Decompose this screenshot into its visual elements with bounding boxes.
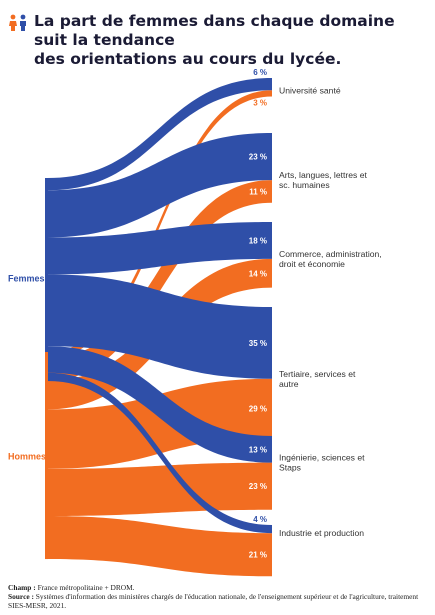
value-label-femmes-6: 4 % — [253, 515, 267, 524]
femmes-flows — [47, 78, 272, 534]
flow-femmes-4 — [47, 274, 272, 379]
value-label-hommes-5: 23 % — [249, 482, 267, 491]
node-hommes — [45, 352, 48, 560]
domain-label-4: Tertiaire, services et autre — [279, 369, 356, 389]
flow-femmes-1 — [47, 78, 272, 191]
value-label-femmes-3: 18 % — [249, 236, 267, 245]
page-title: La part de femmes dans chaque domaine su… — [34, 12, 428, 69]
domain-label-6: Industrie et production — [279, 528, 364, 538]
flow-femmes-5 — [47, 346, 272, 463]
group-label-femmes: Femmes — [8, 273, 45, 283]
value-label-hommes-2: 11 % — [249, 187, 267, 196]
flow-hommes-6 — [47, 516, 272, 577]
value-label-femmes-2: 23 % — [249, 153, 267, 162]
flow-hommes-5 — [47, 462, 272, 516]
node-femmes — [45, 178, 48, 381]
domain-label-1: Université santé — [279, 85, 341, 95]
source-label: Source : — [8, 592, 34, 601]
labels: Femmes Hommes 6 % 3 % Université santé 23 % 11… — [8, 68, 382, 560]
women-men-icon — [9, 14, 26, 31]
title-block: La part de femmes dans chaque domaine su… — [8, 12, 428, 69]
flow-hommes-1 — [47, 90, 272, 359]
champ-text: France métropolitaine + DROM. — [35, 583, 135, 592]
flow-femmes-2 — [47, 133, 272, 238]
footer: Champ : France métropolitaine + DROM. So… — [8, 583, 430, 610]
footer-source: Source : Systèmes d'information des mini… — [8, 592, 430, 610]
domain-label-5: Ingénierie, sciences et Staps — [279, 453, 365, 473]
flow-hommes-4 — [47, 378, 272, 469]
flow-femmes-6 — [47, 372, 272, 534]
value-label-hommes-6: 21 % — [249, 551, 267, 560]
value-label-femmes-4: 35 % — [249, 339, 267, 348]
title-line-1: La part de femmes dans chaque domaine su… — [34, 12, 395, 49]
value-label-femmes-5: 13 % — [249, 445, 267, 454]
title-line-2: des orientations au cours du lycée. — [34, 50, 342, 68]
domain-label-3: Commerce, administration, droit et économ… — [279, 249, 382, 269]
sankey-diagram: Femmes Hommes 6 % 3 % Université santé 23 % 11… — [8, 68, 382, 577]
flow-femmes-3 — [47, 222, 272, 275]
group-label-hommes: Hommes — [8, 452, 46, 462]
value-label-femmes-1: 6 % — [253, 68, 267, 77]
champ-label: Champ : — [8, 583, 36, 592]
nodes — [45, 178, 48, 560]
value-label-hommes-3: 14 % — [249, 269, 267, 278]
flow-hommes-2 — [47, 180, 272, 381]
source-text: Systèmes d'information des ministères ch… — [8, 592, 419, 610]
value-label-hommes-4: 29 % — [249, 404, 267, 413]
value-label-hommes-1: 3 % — [253, 98, 267, 107]
footer-champ: Champ : France métropolitaine + DROM. — [8, 583, 430, 592]
domain-label-2: Arts, langues, lettres et sc. humaines — [279, 170, 368, 190]
